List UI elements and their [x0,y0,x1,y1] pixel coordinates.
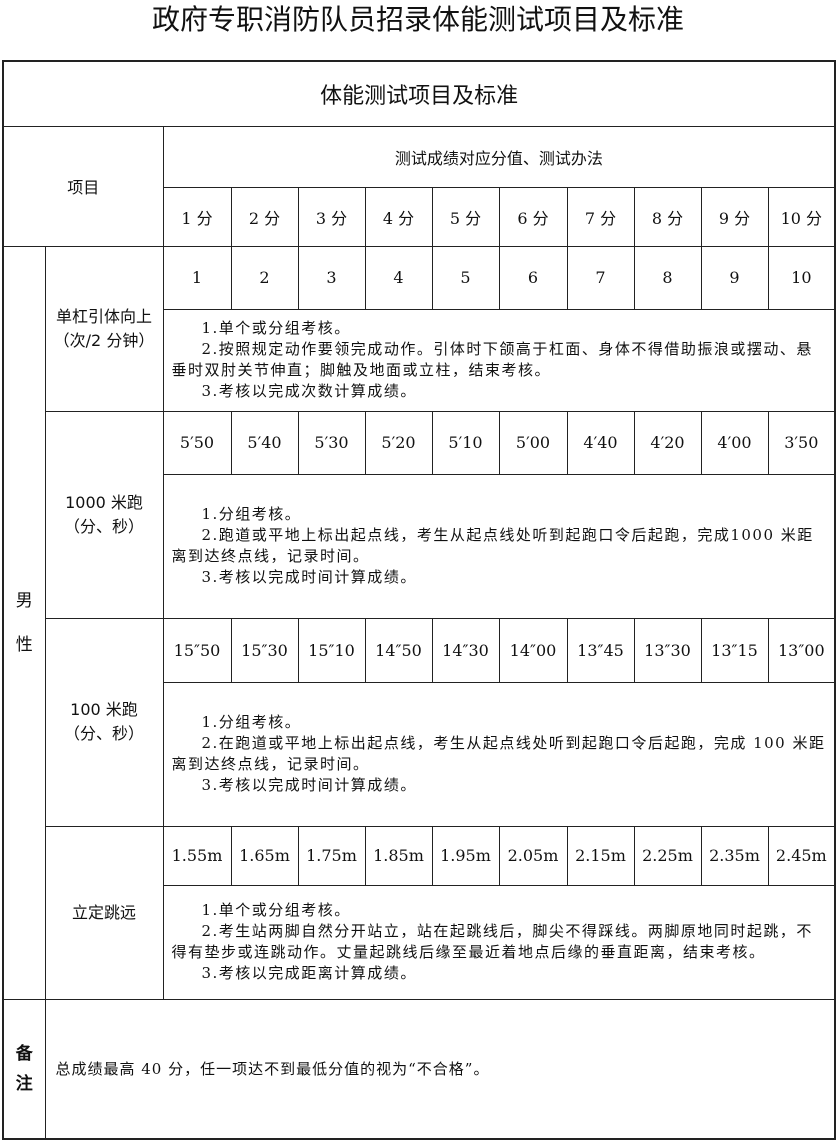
point-header: 6 分 [498,186,568,247]
score-value: 5 [431,245,500,310]
score-value: 14″00 [498,617,568,683]
score-value: 13″30 [633,617,702,683]
score-value: 7 [566,245,635,310]
score-value: 5′50 [162,410,232,475]
score-value: 14″30 [431,617,500,683]
point-header: 2 分 [230,186,299,247]
method-line: 1.分组考核。 [201,505,302,523]
method-line: 1.单个或分组考核。 [201,319,351,337]
method-line: 1.分组考核。 [201,713,302,731]
point-header: 4 分 [364,186,433,247]
point-header: 1 分 [162,186,232,247]
score-value: 4′40 [566,410,635,475]
method-line: 2.跑道或平地上标出起点线，考生从起点线处听到起跑口令后起跑，完成1000 米距… [171,526,814,565]
score-value: 2.45m [767,825,836,886]
score-value: 6 [498,245,568,310]
gender-char: 性 [15,634,33,655]
score-value: 1 [162,245,232,310]
score-value: 14″50 [364,617,433,683]
note-label-char: 注 [15,1073,33,1094]
gender-cell: 男性 [2,245,46,1000]
note-label: 备注 [2,998,46,1140]
method-line: 3.考核以完成时间计算成绩。 [201,776,417,794]
score-header: 测试成绩对应分值、测试办法 [162,125,836,188]
method-line: 3.考核以完成次数计算成绩。 [201,382,417,400]
score-value: 2 [230,245,299,310]
score-value: 2.25m [633,825,702,886]
note-text: 总成绩最高 40 分，任一项达不到最低分值的视为“不合格”。 [44,998,836,1140]
event-name: 单杠引体向上（次/2 分钟） [44,245,164,412]
score-value: 1.55m [162,825,232,886]
score-value: 4′20 [633,410,702,475]
point-header: 9 分 [700,186,769,247]
event-name: 立定跳远 [44,825,164,1000]
method-line: 2.考生站两脚自然分开站立，站在起跳线后，脚尖不得踩线。两脚原地同时起跳，不得有… [171,922,813,961]
method-line: 2.按照规定动作要领完成动作。引体时下颌高于杠面、身体不得借助振浪或摆动、悬垂时… [171,340,813,379]
method-line: 1.单个或分组考核。 [201,901,351,919]
point-header: 10 分 [767,186,836,247]
method-line: 3.考核以完成距离计算成绩。 [201,964,417,982]
note-label-char: 备 [15,1043,33,1064]
score-value: 13″45 [566,617,635,683]
item-header: 项目 [2,125,164,247]
score-value: 15″50 [162,617,232,683]
gender-char: 男 [15,590,33,611]
point-header: 5 分 [431,186,500,247]
test-method: 1.单个或分组考核。 2.按照规定动作要领完成动作。引体时下颌高于杠面、身体不得借… [162,308,836,412]
score-value: 5′00 [498,410,568,475]
score-value: 5′20 [364,410,433,475]
score-value: 1.65m [230,825,299,886]
score-value: 5′30 [297,410,366,475]
document-title: 政府专职消防队员招录体能测试项目及标准 [151,3,684,36]
score-value: 2.15m [566,825,635,886]
table-subtitle: 体能测试项目及标准 [2,60,836,127]
score-value: 5′40 [230,410,299,475]
score-value: 10 [767,245,836,310]
score-value: 1.95m [431,825,500,886]
score-value: 4′00 [700,410,769,475]
score-value: 5′10 [431,410,500,475]
score-value: 2.35m [700,825,769,886]
score-value: 13″00 [767,617,836,683]
score-value: 3′50 [767,410,836,475]
score-value: 4 [364,245,433,310]
test-method: 1.分组考核。 2.跑道或平地上标出起点线，考生从起点线处听到起跑口令后起跑，完成… [162,473,836,619]
event-name: 100 米跑（分、秒） [44,617,164,827]
score-value: 3 [297,245,366,310]
method-line: 2.在跑道或平地上标出起点线，考生从起点线处听到起跑口令后起跑，完成 100 米… [171,734,826,773]
score-value: 9 [700,245,769,310]
point-header: 3 分 [297,186,366,247]
score-value: 1.75m [297,825,366,886]
point-header: 7 分 [566,186,635,247]
test-method: 1.单个或分组考核。 2.考生站两脚自然分开站立，站在起跳线后，脚尖不得踩线。两脚… [162,884,836,1000]
score-value: 2.05m [498,825,568,886]
method-line: 3.考核以完成时间计算成绩。 [201,568,417,586]
score-value: 13″15 [700,617,769,683]
point-header: 8 分 [633,186,702,247]
test-method: 1.分组考核。 2.在跑道或平地上标出起点线，考生从起点线处听到起跑口令后起跑，完… [162,681,836,827]
score-value: 15″30 [230,617,299,683]
score-value: 8 [633,245,702,310]
score-value: 15″10 [297,617,366,683]
score-value: 1.85m [364,825,433,886]
event-name: 1000 米跑（分、秒） [44,410,164,619]
